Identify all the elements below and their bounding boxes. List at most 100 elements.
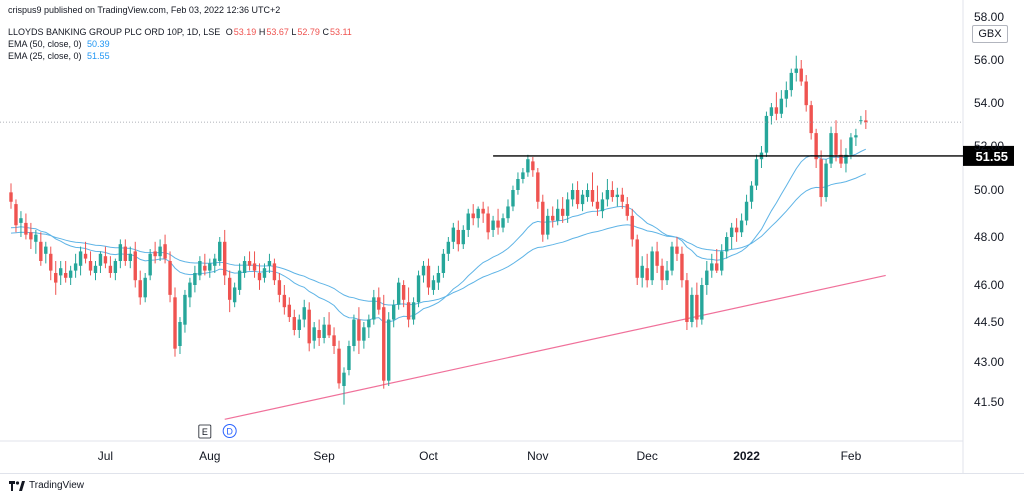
symbol-legend: LLOYDS BANKING GROUP PLC ORD 10P, 1D, LS… bbox=[8, 27, 352, 37]
candle bbox=[73, 253, 78, 278]
candle-body bbox=[103, 256, 108, 264]
candle bbox=[128, 246, 132, 269]
y-tick-label: 41.50 bbox=[974, 395, 1004, 409]
candle-body bbox=[710, 263, 714, 271]
candle-body bbox=[734, 227, 739, 233]
candle bbox=[14, 199, 18, 233]
candle bbox=[476, 206, 480, 228]
ema25-value: 51.55 bbox=[87, 51, 110, 61]
ema50-value: 50.39 bbox=[87, 39, 110, 49]
candle-body bbox=[108, 265, 113, 273]
candle bbox=[784, 81, 789, 108]
candle-body bbox=[521, 172, 525, 179]
publisher-line: crispus9 published on TradingView.com, F… bbox=[8, 5, 281, 15]
candle bbox=[551, 206, 555, 228]
candle-body bbox=[193, 273, 197, 285]
candle-body bbox=[864, 120, 868, 123]
candle-body bbox=[93, 265, 98, 273]
candle-body bbox=[237, 270, 242, 290]
candle bbox=[565, 192, 570, 223]
candle bbox=[461, 225, 465, 249]
candle bbox=[108, 256, 113, 278]
candle bbox=[804, 75, 808, 112]
candle bbox=[173, 287, 177, 357]
y-tick-label: 58.00 bbox=[974, 10, 1004, 24]
candle-body bbox=[769, 107, 774, 116]
candle bbox=[367, 314, 371, 338]
earnings-marker[interactable]: E bbox=[198, 424, 212, 439]
candle bbox=[342, 367, 346, 405]
candle bbox=[715, 249, 719, 273]
candle-body bbox=[163, 244, 167, 259]
candle bbox=[257, 263, 262, 290]
candle bbox=[421, 261, 426, 283]
candle bbox=[580, 190, 585, 212]
candle-body bbox=[218, 241, 222, 261]
candle bbox=[337, 340, 341, 389]
candle-body bbox=[78, 251, 83, 266]
candle-body bbox=[203, 265, 207, 271]
candle-body bbox=[834, 133, 838, 155]
candle-body bbox=[377, 297, 381, 310]
candle bbox=[481, 201, 485, 223]
candle bbox=[103, 246, 108, 269]
candle bbox=[541, 194, 545, 242]
candle bbox=[277, 273, 282, 303]
dividend-marker[interactable]: D bbox=[222, 424, 237, 438]
earnings-marker-box bbox=[198, 424, 212, 439]
candle-body bbox=[690, 294, 694, 322]
candle-body bbox=[307, 309, 311, 344]
candle bbox=[705, 261, 709, 295]
candle bbox=[645, 253, 649, 288]
candle bbox=[49, 246, 53, 281]
candle bbox=[501, 213, 505, 233]
candle bbox=[744, 194, 749, 226]
candle bbox=[794, 55, 798, 82]
candle-body bbox=[44, 246, 48, 254]
y-tick-label: 43.00 bbox=[974, 355, 1004, 369]
candle-body bbox=[660, 265, 664, 281]
candle-body bbox=[401, 285, 406, 300]
candle bbox=[491, 215, 495, 237]
candle-body bbox=[859, 120, 863, 122]
candle bbox=[148, 249, 152, 281]
candle-body bbox=[764, 115, 769, 153]
ohlc-low-value: 52.79 bbox=[297, 27, 320, 37]
candle bbox=[516, 172, 520, 195]
ohlc-low-label: L bbox=[291, 27, 297, 37]
candle bbox=[158, 239, 162, 261]
candle-body bbox=[749, 185, 754, 202]
candle bbox=[34, 229, 38, 254]
candle bbox=[610, 181, 615, 202]
candle bbox=[237, 263, 242, 295]
tradingview-logo[interactable]: TradingView bbox=[9, 480, 84, 491]
candle-body bbox=[68, 270, 73, 278]
y-tick-label: 52.00 bbox=[974, 139, 1004, 153]
candle-body bbox=[700, 285, 704, 320]
currency-button[interactable]: GBX bbox=[972, 25, 1008, 43]
candle bbox=[720, 244, 724, 276]
candle bbox=[754, 154, 759, 190]
candle-body bbox=[814, 133, 818, 160]
candle-body bbox=[705, 270, 709, 285]
candle-body bbox=[575, 190, 580, 205]
candle bbox=[724, 232, 729, 259]
candle-body bbox=[208, 263, 212, 271]
candle bbox=[789, 68, 793, 97]
candle-body bbox=[372, 297, 376, 320]
candle bbox=[650, 246, 654, 285]
candle bbox=[615, 187, 620, 207]
candle bbox=[292, 309, 296, 336]
candle-body bbox=[536, 172, 540, 202]
candle bbox=[521, 168, 525, 184]
candle bbox=[138, 270, 142, 305]
candle-body bbox=[262, 268, 267, 278]
candle-body bbox=[267, 261, 272, 266]
candle bbox=[113, 258, 118, 281]
candle-body bbox=[526, 159, 530, 173]
candle-body bbox=[600, 199, 605, 212]
candle-body bbox=[153, 251, 157, 257]
candle-body bbox=[183, 294, 187, 325]
candle-body bbox=[739, 220, 744, 233]
